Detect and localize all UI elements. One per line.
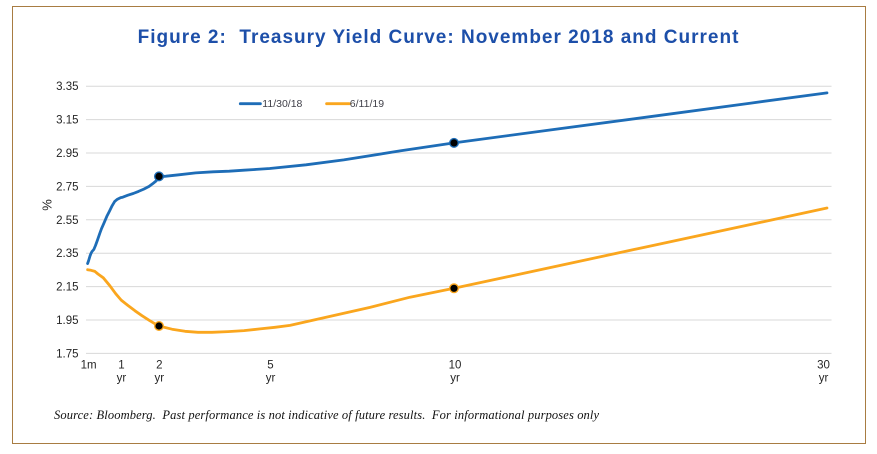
svg-text:1: 1 — [118, 359, 124, 371]
svg-text:%: % — [40, 199, 55, 211]
svg-text:3.15: 3.15 — [56, 115, 78, 127]
svg-text:2.75: 2.75 — [56, 181, 78, 193]
svg-text:yr: yr — [117, 373, 127, 385]
svg-text:yr: yr — [155, 373, 165, 385]
svg-text:2.95: 2.95 — [56, 148, 78, 160]
svg-text:1.75: 1.75 — [56, 348, 78, 360]
svg-text:30: 30 — [817, 359, 830, 371]
svg-text:3.35: 3.35 — [56, 81, 78, 93]
svg-text:yr: yr — [819, 373, 829, 385]
svg-text:2.35: 2.35 — [56, 248, 78, 260]
svg-text:yr: yr — [266, 373, 276, 385]
svg-text:yr: yr — [450, 373, 460, 385]
svg-text:6/11/19: 6/11/19 — [350, 98, 384, 110]
svg-text:1m: 1m — [81, 359, 97, 371]
svg-text:2.55: 2.55 — [56, 215, 78, 227]
svg-text:10: 10 — [449, 359, 462, 371]
svg-text:2.15: 2.15 — [56, 282, 78, 294]
svg-text:1.95: 1.95 — [56, 315, 78, 327]
svg-text:11/30/18: 11/30/18 — [262, 98, 302, 110]
svg-text:5: 5 — [267, 359, 273, 371]
svg-text:2: 2 — [156, 359, 162, 371]
